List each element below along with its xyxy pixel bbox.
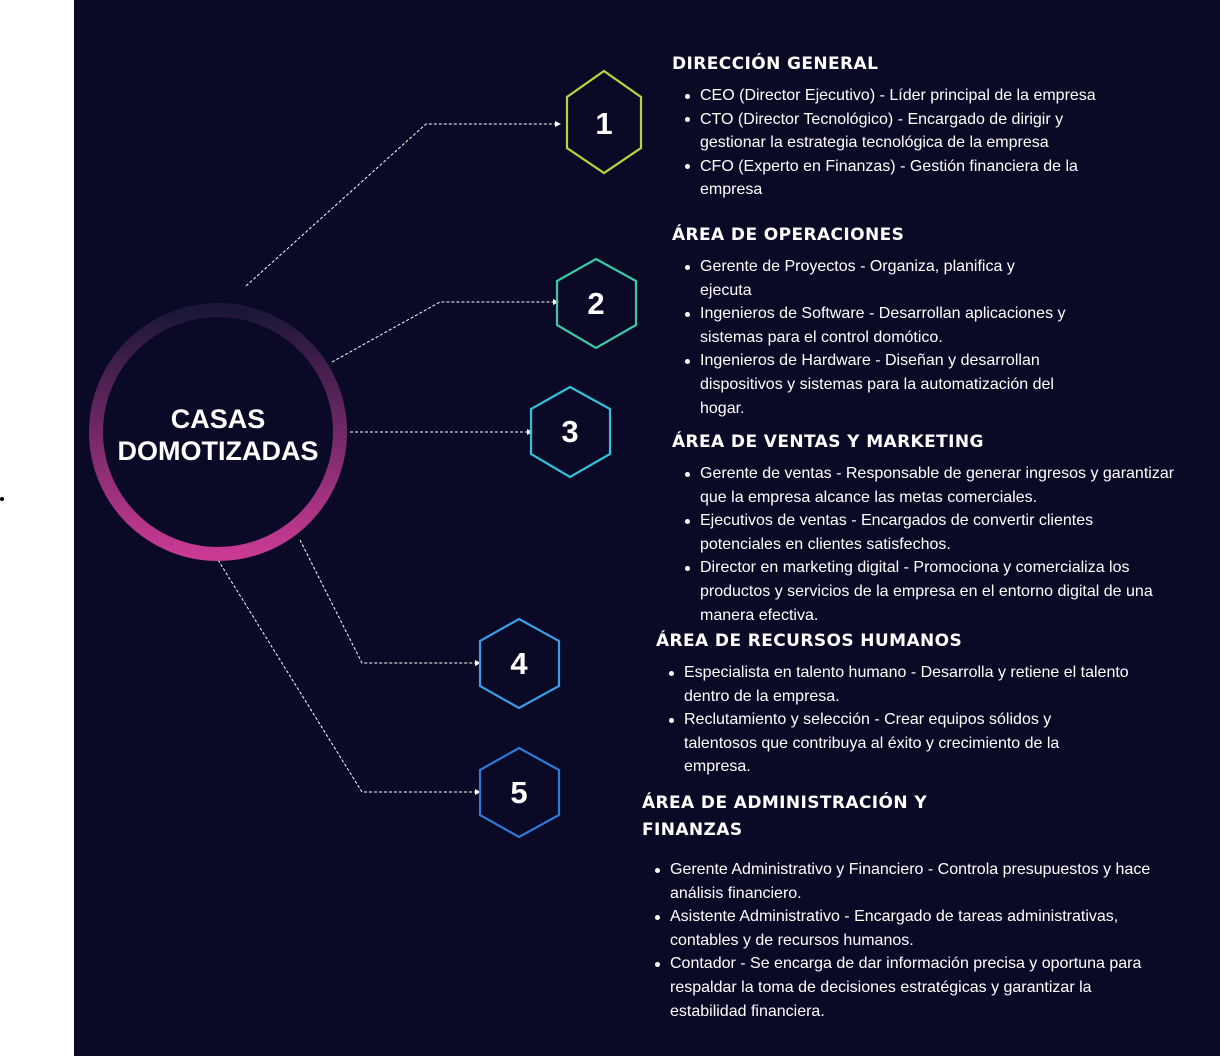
list-item: CFO (Experto en Finanzas) - Gestión fina… [685, 155, 1124, 202]
section-title: DIRECCIÓN GENERAL [672, 54, 879, 74]
connector-4 [299, 539, 481, 666]
section-list: Gerente de Proyectos - Organiza, planifi… [672, 255, 1102, 420]
section-title: ÁREA DE OPERACIONES [672, 225, 905, 245]
section-ventas-marketing: ÁREA DE VENTAS Y MARKETING Gerente de ve… [672, 429, 1194, 627]
hexagon-2-shape [555, 257, 638, 350]
list-item: Gerente Administrativo y Financiero - Co… [655, 858, 1162, 905]
section-administracion-finanzas: ÁREA DE ADMINISTRACIÓN Y FINANZAS Gerent… [642, 790, 1162, 1023]
list-item: Director en marketing digital - Promocio… [685, 556, 1194, 627]
diagram-graphic: CASAS DOMOTIZADAS 1 2 3 4 5 [89, 69, 643, 839]
hexagon-1-number: 1 [595, 106, 612, 141]
hexagon-4-shape [478, 617, 561, 710]
section-list: Especialista en talento humano - Desarro… [656, 661, 1168, 779]
section-list: CEO (Director Ejecutivo) - Líder princip… [672, 84, 1124, 202]
section-direccion-general: DIRECCIÓN GENERAL CEO (Director Ejecutiv… [672, 51, 1124, 202]
center-ring [89, 303, 347, 561]
hexagon-node-4: 4 [478, 617, 561, 710]
list-item: Ejecutivos de ventas - Encargados de con… [685, 509, 1150, 556]
connector-1 [245, 121, 561, 287]
hexagon-node-5: 5 [478, 746, 561, 839]
list-item: Ingenieros de Software - Desarrollan apl… [685, 302, 1102, 349]
list-item: Especialista en talento humano - Desarro… [669, 661, 1168, 708]
list-item: Reclutamiento y selección - Crear equipo… [669, 708, 1104, 779]
section-title: ÁREA DE RECURSOS HUMANOS [656, 631, 963, 651]
hexagon-2-number: 2 [587, 286, 604, 321]
section-operaciones: ÁREA DE OPERACIONES Gerente de Proyectos… [672, 222, 1102, 420]
hexagon-3-shape [529, 385, 612, 479]
list-item: Gerente de Proyectos - Organiza, planifi… [685, 255, 1050, 302]
hexagon-node-2: 2 [555, 257, 638, 350]
hexagon-5-shape [478, 746, 561, 839]
center-label-line2: DOMOTIZADAS [118, 436, 319, 466]
stray-dot [0, 497, 4, 501]
list-item: CTO (Director Tecnológico) - Encargado d… [685, 108, 1124, 155]
hexagon-3-number: 3 [561, 414, 578, 449]
section-recursos-humanos: ÁREA DE RECURSOS HUMANOS Especialista en… [656, 628, 1168, 779]
list-item: Asistente Administrativo - Encargado de … [655, 905, 1162, 952]
section-list: Gerente Administrativo y Financiero - Co… [642, 858, 1162, 1023]
center-label-line1: CASAS [171, 404, 266, 434]
connector-2 [331, 299, 559, 363]
hexagon-4-number: 4 [510, 646, 528, 681]
center-node: CASAS DOMOTIZADAS [89, 303, 347, 561]
list-item: Gerente de ventas - Responsable de gener… [685, 462, 1194, 509]
hexagon-node-1: 1 [565, 69, 643, 175]
list-item: Ingenieros de Hardware - Diseñan y desar… [685, 349, 1102, 420]
hexagon-5-number: 5 [510, 775, 527, 810]
hexagon-node-3: 3 [529, 385, 612, 479]
connector-5 [217, 559, 481, 795]
section-title: ÁREA DE VENTAS Y MARKETING [672, 432, 984, 452]
hexagon-1-shape [565, 69, 643, 175]
connector-lines [217, 121, 561, 795]
section-title: ÁREA DE ADMINISTRACIÓN Y FINANZAS [642, 793, 928, 840]
section-list: Gerente de ventas - Responsable de gener… [672, 462, 1194, 627]
list-item: CEO (Director Ejecutivo) - Líder princip… [685, 84, 1124, 108]
org-chart-slide: CASAS DOMOTIZADAS 1 2 3 4 5 DIRECCIÓN GE… [74, 0, 1220, 1056]
list-item: Contador - Se encarga de dar información… [655, 952, 1160, 1023]
